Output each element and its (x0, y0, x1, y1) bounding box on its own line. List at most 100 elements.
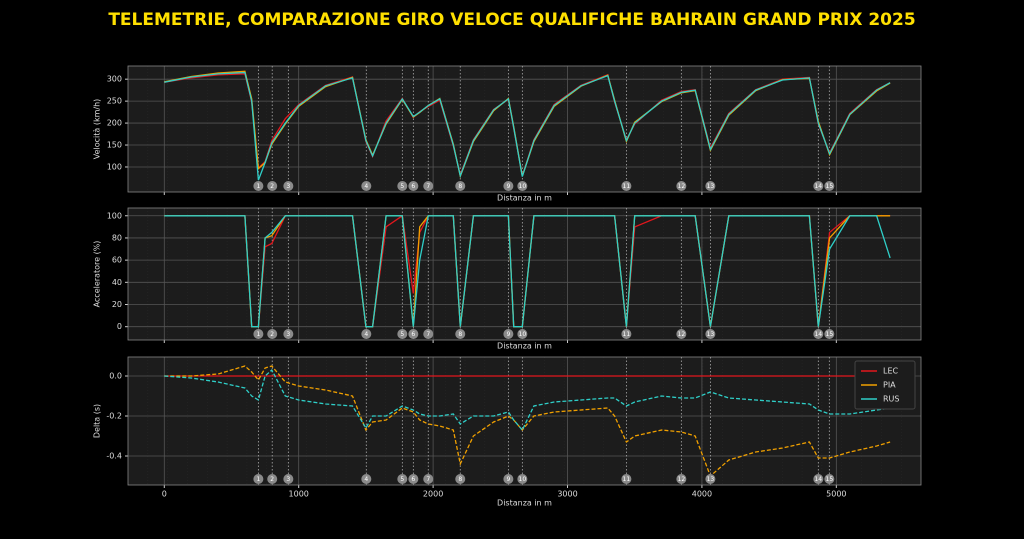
corner-label: 8 (458, 331, 462, 338)
corner-marker (408, 181, 419, 191)
plot-frame (127, 207, 922, 341)
corner-marker (503, 474, 514, 484)
series-line (164, 368, 891, 432)
corner-marker (361, 474, 372, 484)
y-tick-label: -0.2 (106, 412, 122, 421)
corner-label: 9 (506, 331, 510, 338)
corner-marker (361, 181, 372, 191)
corner-label: 15 (826, 183, 834, 190)
corner-label: 5 (400, 183, 404, 190)
y-tick-label: 40 (112, 278, 122, 287)
corner-marker (621, 474, 632, 484)
corner-marker (517, 181, 528, 191)
corner-marker (824, 181, 835, 191)
corner-marker (813, 474, 824, 484)
corner-label: 10 (519, 183, 527, 190)
corner-marker (813, 329, 824, 339)
plot-frame (127, 356, 922, 486)
corner-label: 11 (623, 183, 631, 190)
corner-label: 4 (364, 476, 368, 483)
y-tick-label: 0.0 (109, 372, 122, 381)
y-tick-label: 300 (107, 75, 122, 84)
corner-label: 4 (364, 331, 368, 338)
x-tick-label: 0 (162, 490, 167, 499)
corner-marker (397, 329, 408, 339)
y-axis-label: Delta (s) (93, 404, 102, 438)
corner-marker (361, 329, 372, 339)
corner-marker (267, 181, 278, 191)
corner-label: 11 (623, 331, 631, 338)
corner-label: 7 (426, 476, 430, 483)
corner-label: 9 (506, 476, 510, 483)
corner-marker (517, 329, 528, 339)
x-tick-label: 3000 (557, 490, 577, 499)
legend-box (854, 360, 916, 410)
x-tick-label: 2000 (423, 490, 443, 499)
corner-label: 5 (400, 331, 404, 338)
y-tick-label: 250 (107, 97, 122, 106)
series-line (164, 215, 891, 328)
corner-label: 13 (707, 476, 715, 483)
corner-marker (267, 474, 278, 484)
corner-marker (423, 474, 434, 484)
corner-label: 1 (256, 183, 260, 190)
corner-label: 5 (400, 476, 404, 483)
corner-label: 15 (826, 331, 834, 338)
corner-marker (813, 181, 824, 191)
legend-label: PIA (883, 381, 896, 390)
corner-label: 2 (270, 331, 274, 338)
corner-marker (676, 329, 687, 339)
corner-label: 1 (256, 476, 260, 483)
corner-marker (824, 329, 835, 339)
legend-label: LEC (883, 367, 899, 376)
corner-label: 8 (458, 183, 462, 190)
corner-label: 4 (364, 183, 368, 190)
chart-title: TELEMETRIE, COMPARAZIONE GIRO VELOCE QUA… (108, 10, 915, 30)
corner-marker (455, 181, 466, 191)
corner-label: 7 (426, 183, 430, 190)
x-tick-label: 5000 (826, 490, 846, 499)
y-tick-label: 0 (117, 322, 122, 331)
legend-label: RUS (883, 395, 900, 404)
corner-label: 12 (678, 183, 686, 190)
corner-marker (253, 329, 264, 339)
corner-label: 6 (411, 331, 415, 338)
x-axis-label: Distanza in m (497, 499, 552, 508)
corner-marker (705, 474, 716, 484)
corner-marker (408, 329, 419, 339)
corner-marker (253, 181, 264, 191)
corner-label: 14 (814, 183, 822, 190)
corner-label: 3 (286, 331, 290, 338)
corner-marker (621, 329, 632, 339)
corner-marker (283, 181, 294, 191)
corner-label: 9 (506, 183, 510, 190)
x-axis-label: Distanza in m (497, 342, 552, 351)
corner-label: 10 (519, 476, 527, 483)
corner-label: 6 (411, 476, 415, 483)
plot-frame (127, 65, 922, 193)
corner-marker (267, 329, 278, 339)
y-axis-label: Velocità (km/h) (93, 99, 102, 160)
corner-label: 2 (270, 476, 274, 483)
y-tick-label: 100 (107, 211, 122, 220)
y-tick-label: 150 (107, 141, 122, 150)
corner-marker (824, 474, 835, 484)
y-tick-label: 80 (112, 233, 122, 242)
y-tick-label: 200 (107, 119, 122, 128)
corner-label: 2 (270, 183, 274, 190)
y-tick-label: 20 (112, 300, 122, 309)
corner-label: 3 (286, 476, 290, 483)
corner-marker (705, 181, 716, 191)
corner-label: 12 (678, 331, 686, 338)
corner-marker (517, 474, 528, 484)
corner-marker (503, 181, 514, 191)
corner-marker (253, 474, 264, 484)
corner-marker (503, 329, 514, 339)
y-axis-label: Acceleratore (%) (93, 241, 102, 308)
corner-marker (455, 329, 466, 339)
x-axis-label: Distanza in m (497, 194, 552, 203)
corner-label: 14 (814, 331, 822, 338)
corner-marker (676, 181, 687, 191)
corner-marker (408, 474, 419, 484)
